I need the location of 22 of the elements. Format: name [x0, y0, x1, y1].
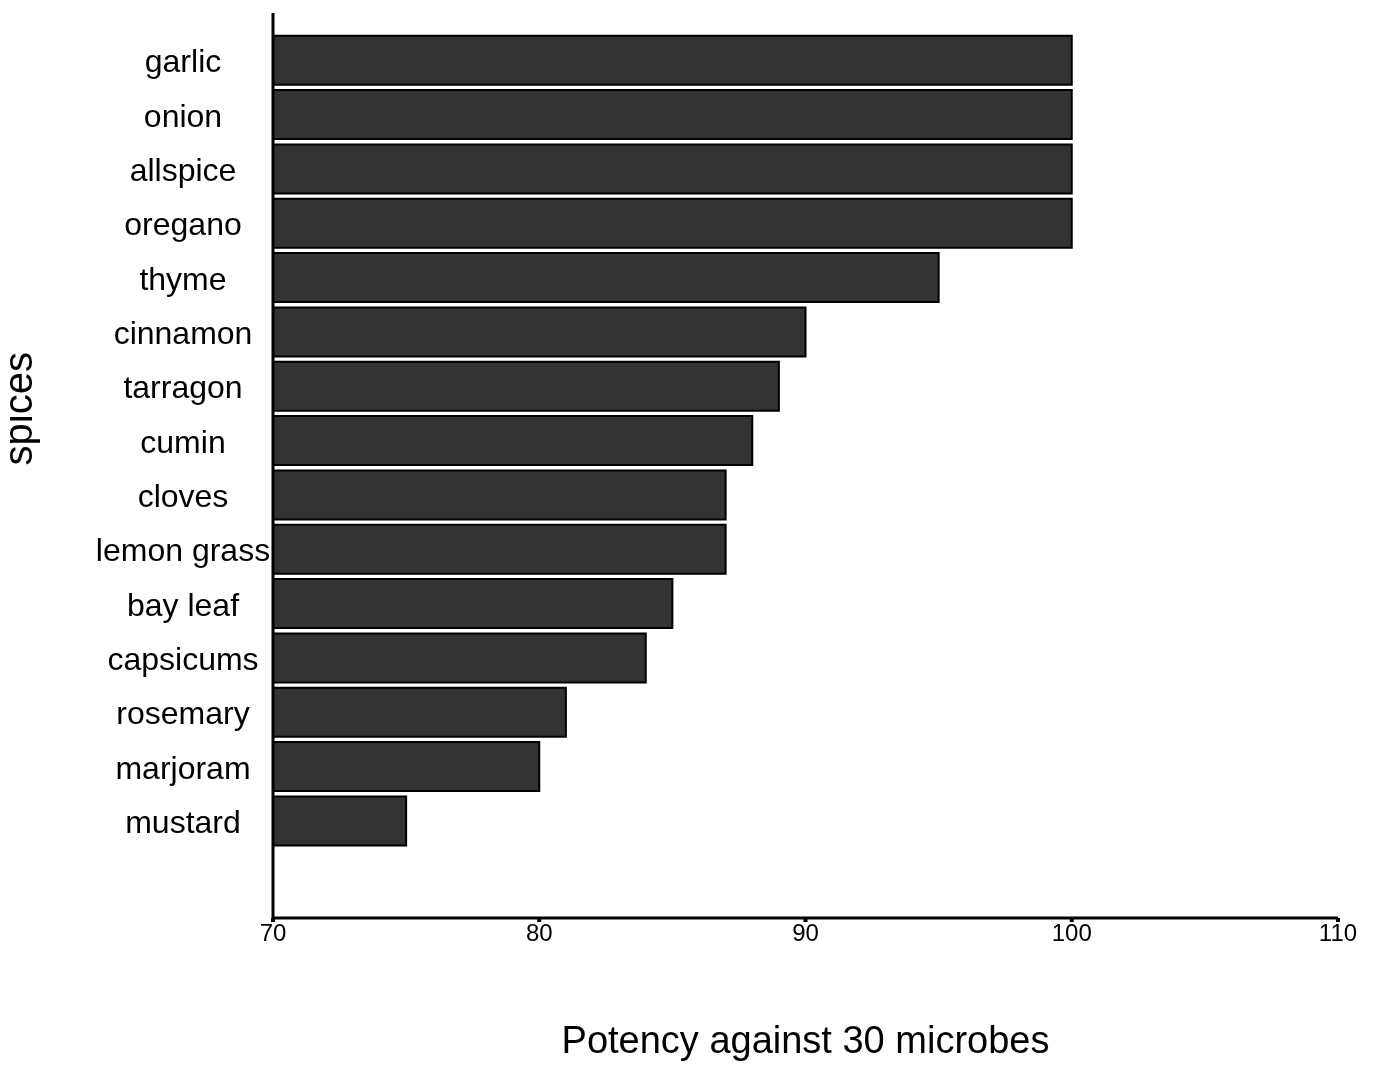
y-tick-label: tarragon [123, 369, 243, 406]
x-tick-label: 100 [1051, 919, 1092, 947]
y-tick-label: rosemary [116, 695, 250, 732]
y-tick-label: allspice [129, 151, 237, 188]
x-axis-title: Potency against 30 microbes [561, 1019, 1050, 1061]
y-tick-label: mustard [125, 803, 241, 840]
y-tick-label: bay leaf [126, 586, 240, 623]
y-tick-label: cloves [137, 477, 229, 514]
x-tick-label: 110 [1318, 919, 1358, 947]
y-tick-label: thyme [139, 260, 227, 297]
y-axis-title: spices [0, 352, 41, 466]
y-tick-label: marjoram [115, 749, 251, 786]
y-tick-label: cumin [140, 423, 226, 460]
y-tick-label: onion [143, 97, 223, 134]
x-tick-label: 90 [792, 919, 819, 947]
x-tick-label: 70 [259, 919, 287, 947]
y-tick-label: capsicums [107, 640, 259, 677]
y-tick-label: garlic [144, 43, 222, 80]
y-tick-label: lemon grass [95, 532, 271, 569]
x-tick-label: 80 [525, 919, 553, 947]
y-tick-label: cinnamon [113, 314, 253, 351]
y-tick-label: oregano [124, 206, 242, 243]
